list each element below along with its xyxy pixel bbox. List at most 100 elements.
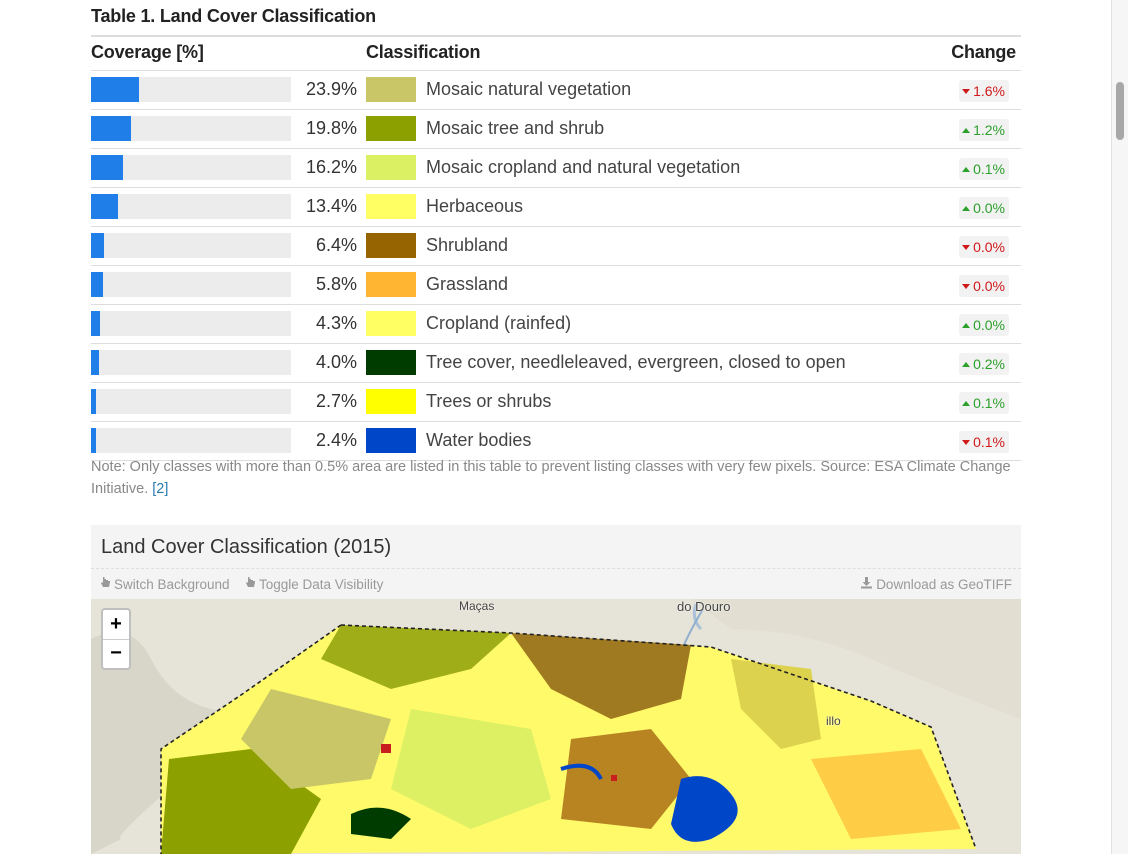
class-label: Herbaceous xyxy=(426,196,524,216)
map-toolbar: Switch Background Toggle Data Visibility… xyxy=(91,568,1021,599)
coverage-bar-track xyxy=(91,311,291,336)
coverage-bar-fill xyxy=(91,389,96,414)
class-color-swatch xyxy=(366,194,416,219)
coverage-bar-track xyxy=(91,233,291,258)
change-value: 0.1% xyxy=(973,395,1005,411)
class-color-swatch xyxy=(366,233,416,258)
class-label: Mosaic cropland and natural vegetation xyxy=(426,157,741,177)
change-badge: 0.0% xyxy=(959,314,1009,336)
zoom-control: + − xyxy=(101,608,131,670)
coverage-bar-fill xyxy=(91,350,99,375)
map-canvas xyxy=(91,599,1021,854)
table-row: 2.7% Trees or shrubs 0.1% xyxy=(91,383,1021,422)
table-top-rule xyxy=(91,35,1021,37)
change-value: 1.6% xyxy=(973,83,1005,99)
coverage-value: 23.9% xyxy=(305,79,357,99)
land-cover-map[interactable]: Maças do Douro illo + − xyxy=(91,599,1021,854)
table-header: Coverage [%] Classification Change xyxy=(91,36,1021,71)
change-badge: 1.2% xyxy=(959,119,1009,141)
map-panel: Land Cover Classification (2015) Switch … xyxy=(91,525,1021,854)
map-place-label: illo xyxy=(826,714,841,728)
zoom-out-button[interactable]: − xyxy=(110,642,122,664)
coverage-bar-track xyxy=(91,428,291,453)
coverage-bar-fill xyxy=(91,116,131,141)
pointer-hand-icon xyxy=(245,576,256,592)
download-geotiff-button[interactable]: Download as GeoTIFF xyxy=(860,576,1012,592)
change-badge: 0.0% xyxy=(959,275,1009,297)
class-label: Grassland xyxy=(426,274,509,294)
caret-up-icon xyxy=(962,322,971,328)
table-row: 13.4% Herbaceous 0.0% xyxy=(91,188,1021,227)
caret-down-icon xyxy=(962,244,971,250)
coverage-value: 2.7% xyxy=(315,391,357,411)
coverage-value: 16.2% xyxy=(305,157,357,177)
header-coverage: Coverage [%] xyxy=(91,42,204,62)
table-row: 16.2% Mosaic cropland and natural vegetat… xyxy=(91,149,1021,188)
switch-background-button[interactable]: Switch Background xyxy=(100,576,230,592)
note-text: Note: Only classes with more than 0.5% a… xyxy=(91,459,1011,497)
class-label: Mosaic tree and shrub xyxy=(426,118,605,138)
change-badge: 0.2% xyxy=(959,353,1009,375)
pointer-hand-icon xyxy=(100,576,111,592)
change-badge: 0.1% xyxy=(959,392,1009,414)
caret-down-icon xyxy=(962,439,971,445)
page-scrollbar[interactable] xyxy=(1111,0,1128,854)
table-row: 4.0% Tree cover, needleleaved, evergreen,… xyxy=(91,344,1021,383)
table-note: Note: Only classes with more than 0.5% a… xyxy=(91,456,1021,500)
note-reference-link[interactable]: [2] xyxy=(152,481,169,497)
caret-up-icon xyxy=(962,361,971,367)
coverage-bar-track xyxy=(91,155,291,180)
change-badge: 1.6% xyxy=(959,80,1009,102)
caret-up-icon xyxy=(962,400,971,406)
coverage-value: 5.8% xyxy=(315,274,357,294)
coverage-value: 2.4% xyxy=(315,430,357,450)
change-value: 1.2% xyxy=(973,122,1005,138)
change-value: 0.0% xyxy=(973,239,1005,255)
class-label: Tree cover, needleleaved, evergreen, clo… xyxy=(426,352,846,372)
coverage-bar-fill xyxy=(91,194,118,219)
download-geotiff-label: Download as GeoTIFF xyxy=(876,576,1012,592)
table-caption: Table 1. Land Cover Classification xyxy=(91,6,376,26)
table-row: 23.9% Mosaic natural vegetation 1.6% xyxy=(91,71,1021,110)
change-value: 0.0% xyxy=(973,317,1005,333)
class-color-swatch xyxy=(366,272,416,297)
change-badge: 0.0% xyxy=(959,197,1009,219)
class-color-swatch xyxy=(366,350,416,375)
table-body: 23.9% Mosaic natural vegetation 1.6% 19.8% M… xyxy=(91,71,1021,461)
caret-down-icon xyxy=(962,283,971,289)
class-color-swatch xyxy=(366,116,416,141)
switch-background-label: Switch Background xyxy=(114,576,230,592)
table-row: 2.4% Water bodies 0.1% xyxy=(91,422,1021,461)
change-value: 0.2% xyxy=(973,356,1005,372)
class-label: Cropland (rainfed) xyxy=(426,313,572,333)
change-badge: 0.0% xyxy=(959,236,1009,258)
scrollbar-thumb[interactable] xyxy=(1116,82,1124,140)
coverage-bar-fill xyxy=(91,77,139,102)
table-row: 19.8% Mosaic tree and shrub 1.2% xyxy=(91,110,1021,149)
coverage-bar-fill xyxy=(91,155,123,180)
coverage-bar-fill xyxy=(91,272,103,297)
map-place-label: do Douro xyxy=(677,599,731,614)
zoom-in-button[interactable]: + xyxy=(103,610,129,640)
caret-up-icon xyxy=(962,205,971,211)
class-label: Trees or shrubs xyxy=(426,391,552,411)
coverage-value: 4.3% xyxy=(315,313,357,333)
map-title: Land Cover Classification (2015) xyxy=(101,536,392,558)
coverage-value: 19.8% xyxy=(305,118,357,138)
class-color-swatch xyxy=(366,428,416,453)
caret-up-icon xyxy=(962,166,971,172)
class-label: Shrubland xyxy=(426,235,509,255)
toggle-data-visibility-button[interactable]: Toggle Data Visibility xyxy=(245,576,383,592)
header-change: Change xyxy=(951,42,1016,62)
coverage-bar-fill xyxy=(91,233,104,258)
toggle-data-visibility-label: Toggle Data Visibility xyxy=(259,576,384,592)
coverage-bar-track xyxy=(91,116,291,141)
change-value: 0.1% xyxy=(973,434,1005,450)
map-place-label: Maças xyxy=(459,599,495,613)
class-label: Mosaic natural vegetation xyxy=(426,79,632,99)
caret-down-icon xyxy=(962,88,971,94)
class-color-swatch xyxy=(366,311,416,336)
coverage-bar-track xyxy=(91,350,291,375)
download-icon xyxy=(860,576,873,592)
class-label: Water bodies xyxy=(426,430,532,450)
